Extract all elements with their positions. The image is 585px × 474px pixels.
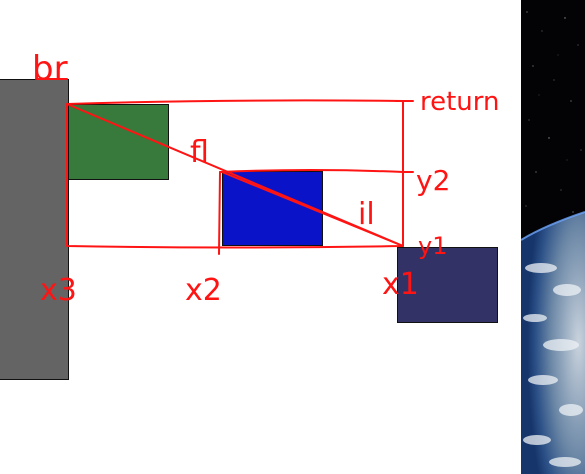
- blue-block: [222, 171, 323, 246]
- gray-block: [0, 79, 69, 380]
- inner-rect: [219, 169, 404, 173]
- diagonal-line-2: [221, 171, 404, 247]
- label-x3: x3: [40, 273, 77, 308]
- label-x1: x1: [382, 267, 419, 302]
- label-br: br: [32, 49, 68, 89]
- label-fl: fl: [190, 135, 209, 170]
- label-il: il: [358, 197, 375, 232]
- label-y1: y1: [418, 232, 447, 260]
- earth-space-image: [521, 0, 585, 474]
- navy-block: [397, 247, 498, 323]
- inner-rect-left: [218, 171, 221, 255]
- label-return: return: [420, 87, 500, 117]
- label-x2: x2: [185, 273, 222, 308]
- green-block: [68, 104, 169, 180]
- label-y2: y2: [416, 164, 450, 197]
